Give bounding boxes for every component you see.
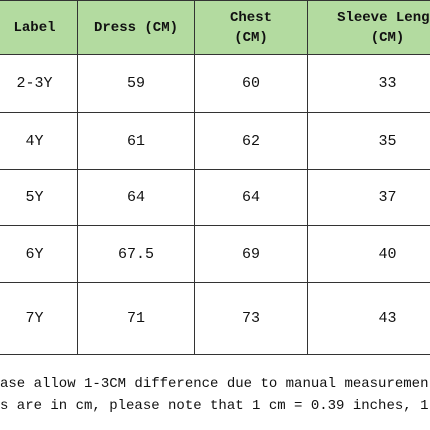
- table-cell: 64: [78, 170, 195, 226]
- table-cell: 2-3Y: [0, 55, 78, 113]
- table-cell: 4Y: [0, 113, 78, 170]
- table-cell: 62: [195, 113, 308, 170]
- table-cell: 60: [195, 55, 308, 113]
- table-cell: 71: [78, 283, 195, 355]
- table-cell: 43: [308, 283, 430, 355]
- note-line: s are in cm, please note that 1 cm = 0.3…: [0, 398, 429, 414]
- header-cell: Chest (CM): [195, 0, 308, 55]
- table-cell: 64: [195, 170, 308, 226]
- table-cell: 7Y: [0, 283, 78, 355]
- table-cell: 33: [308, 55, 430, 113]
- table-cell: 61: [78, 113, 195, 170]
- table-cell: 37: [308, 170, 430, 226]
- table-cell: 67.5: [78, 226, 195, 283]
- table-cell: 40: [308, 226, 430, 283]
- table-cell: 6Y: [0, 226, 78, 283]
- table-cell: 59: [78, 55, 195, 113]
- header-cell: Sleeve Lengt (CM): [308, 0, 430, 55]
- table-cell: 73: [195, 283, 308, 355]
- table-cell: 35: [308, 113, 430, 170]
- table-cell: 69: [195, 226, 308, 283]
- header-cell: Label: [0, 0, 78, 55]
- table-cell: 5Y: [0, 170, 78, 226]
- header-cell: Dress (CM): [78, 0, 195, 55]
- note-line: ase allow 1-3CM difference due to manual…: [0, 376, 429, 392]
